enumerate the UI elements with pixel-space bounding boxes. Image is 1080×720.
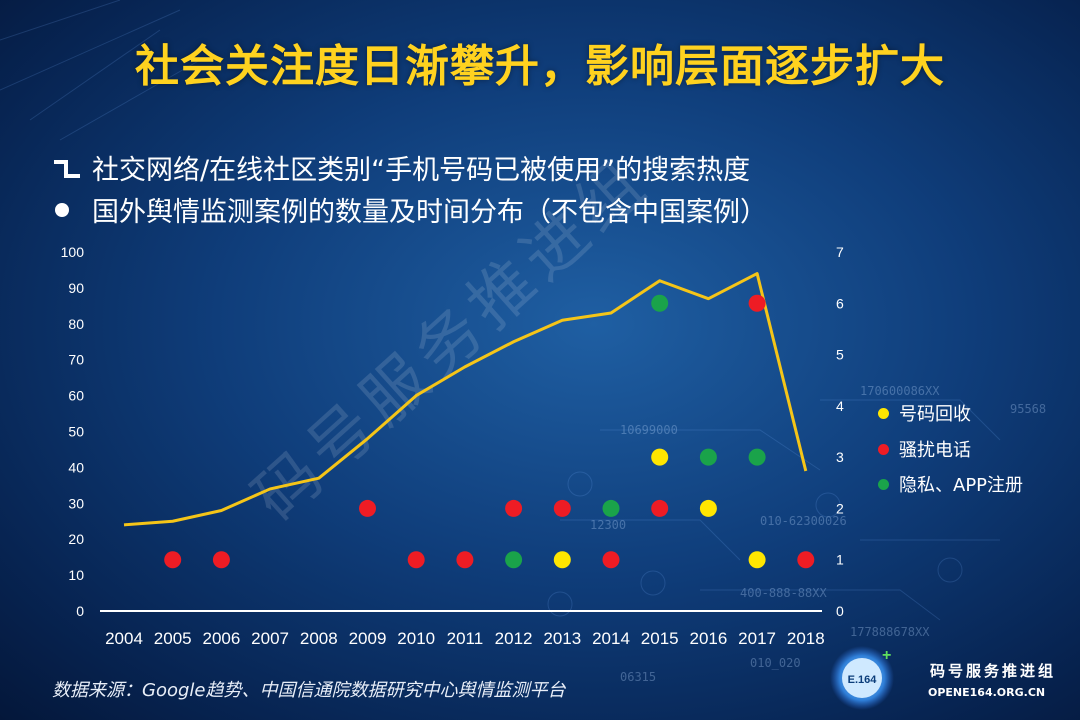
case-dot-red bbox=[164, 551, 182, 569]
case-dot-green bbox=[602, 499, 620, 517]
logo-badge-text: E.164 bbox=[848, 674, 878, 686]
dot-marker-icon bbox=[55, 202, 69, 217]
x-tick-label: 2009 bbox=[349, 629, 387, 648]
case-dot-red bbox=[797, 551, 815, 569]
case-dot-yellow bbox=[748, 551, 766, 569]
case-dot-red bbox=[456, 551, 474, 569]
legend-dot-red bbox=[878, 443, 889, 455]
y-right-tick-label: 4 bbox=[836, 398, 844, 414]
line-series-label: 社交网络/在线社区类别“手机号码已被使用”的搜索热度 bbox=[92, 155, 751, 186]
case-dot-red bbox=[553, 499, 571, 517]
x-tick-label: 2010 bbox=[397, 629, 435, 648]
y-left-tick-label: 30 bbox=[68, 495, 84, 511]
x-tick-label: 2008 bbox=[300, 629, 338, 648]
x-tick-label: 2016 bbox=[689, 629, 727, 648]
legend-label-privacy: 隐私、APP注册 bbox=[899, 475, 1024, 496]
y-right-tick-label: 1 bbox=[836, 552, 844, 568]
svg-text:+: + bbox=[882, 647, 891, 664]
x-tick-label: 2015 bbox=[641, 629, 679, 648]
case-dot-red bbox=[407, 551, 425, 569]
legend-label-harass: 骚扰电话 bbox=[899, 440, 971, 461]
x-tick-label: 2012 bbox=[495, 629, 533, 648]
y-left-tick-label: 10 bbox=[68, 567, 84, 583]
y-right-tick-label: 2 bbox=[836, 500, 844, 516]
line-marker-icon bbox=[54, 159, 80, 178]
y-left-tick-label: 90 bbox=[68, 280, 84, 296]
y-left-tick-label: 80 bbox=[68, 316, 84, 332]
case-dot-green bbox=[699, 448, 717, 466]
page-title: 社会关注度日渐攀升，影响层面逐步扩大 bbox=[135, 41, 945, 92]
y-left-tick-label: 100 bbox=[61, 244, 85, 260]
case-dot-red bbox=[602, 551, 620, 569]
case-dot-yellow bbox=[651, 448, 669, 466]
y-left-tick-label: 40 bbox=[68, 459, 84, 475]
x-tick-label: 2004 bbox=[105, 629, 143, 648]
y-right-tick-label: 3 bbox=[836, 449, 844, 465]
case-dot-yellow bbox=[553, 551, 571, 569]
x-tick-label: 2007 bbox=[251, 629, 289, 648]
dot-series-legend: 国外舆情监测案例的数量及时间分布（不包含中国案例） bbox=[50, 190, 767, 229]
y-left-tick-label: 50 bbox=[68, 424, 84, 440]
y-left-tick-label: 0 bbox=[76, 603, 84, 619]
case-dot-green bbox=[748, 448, 766, 466]
x-tick-label: 2011 bbox=[447, 629, 484, 648]
x-tick-label: 2005 bbox=[154, 629, 192, 648]
logo-name: 码号服务推进组 bbox=[930, 662, 1057, 680]
case-dot-red bbox=[359, 499, 376, 517]
legend-dot-yellow bbox=[878, 407, 889, 419]
y-left-tick-label: 20 bbox=[68, 531, 84, 547]
x-tick-label: 2018 bbox=[787, 629, 825, 648]
y-right-tick-label: 7 bbox=[836, 244, 844, 260]
y-right-tick-label: 6 bbox=[836, 295, 844, 311]
x-tick-label: 2017 bbox=[738, 629, 776, 648]
case-dot-red bbox=[748, 294, 766, 312]
dot-series-label: 国外舆情监测案例的数量及时间分布（不包含中国案例） bbox=[92, 197, 767, 228]
data-source: 数据来源：Google趋势、中国信通院数据研究中心舆情监测平台 bbox=[52, 680, 566, 701]
search-heat-line bbox=[123, 272, 808, 527]
legend-label-recycle: 号码回收 bbox=[899, 404, 971, 425]
case-dot-red bbox=[651, 499, 669, 517]
x-tick-label: 2013 bbox=[543, 629, 581, 648]
x-tick-label: 2014 bbox=[592, 629, 630, 648]
logo-url: OPENE164.ORG.CN bbox=[928, 686, 1046, 699]
case-dot-yellow bbox=[699, 499, 717, 517]
legend-item-recycle: 号码回收 bbox=[878, 400, 971, 426]
y-right-tick-label: 0 bbox=[836, 603, 844, 619]
y-left-tick-label: 60 bbox=[68, 388, 84, 404]
legend-item-harass: 骚扰电话 bbox=[878, 436, 971, 462]
case-dot-green bbox=[505, 551, 523, 569]
legend-dot-green bbox=[878, 478, 889, 490]
case-dot-red bbox=[505, 499, 523, 517]
line-series-legend: 社交网络/在线社区类别“手机号码已被使用”的搜索热度 bbox=[50, 148, 750, 187]
case-dot-red bbox=[212, 551, 230, 569]
y-right-tick-label: 5 bbox=[836, 347, 844, 363]
logo-badge-icon: E.164 + bbox=[830, 646, 894, 710]
x-tick-label: 2006 bbox=[202, 629, 240, 648]
case-dot-green bbox=[651, 294, 669, 312]
y-left-tick-label: 70 bbox=[68, 352, 84, 368]
legend-item-privacy: 隐私、APP注册 bbox=[878, 471, 1023, 497]
